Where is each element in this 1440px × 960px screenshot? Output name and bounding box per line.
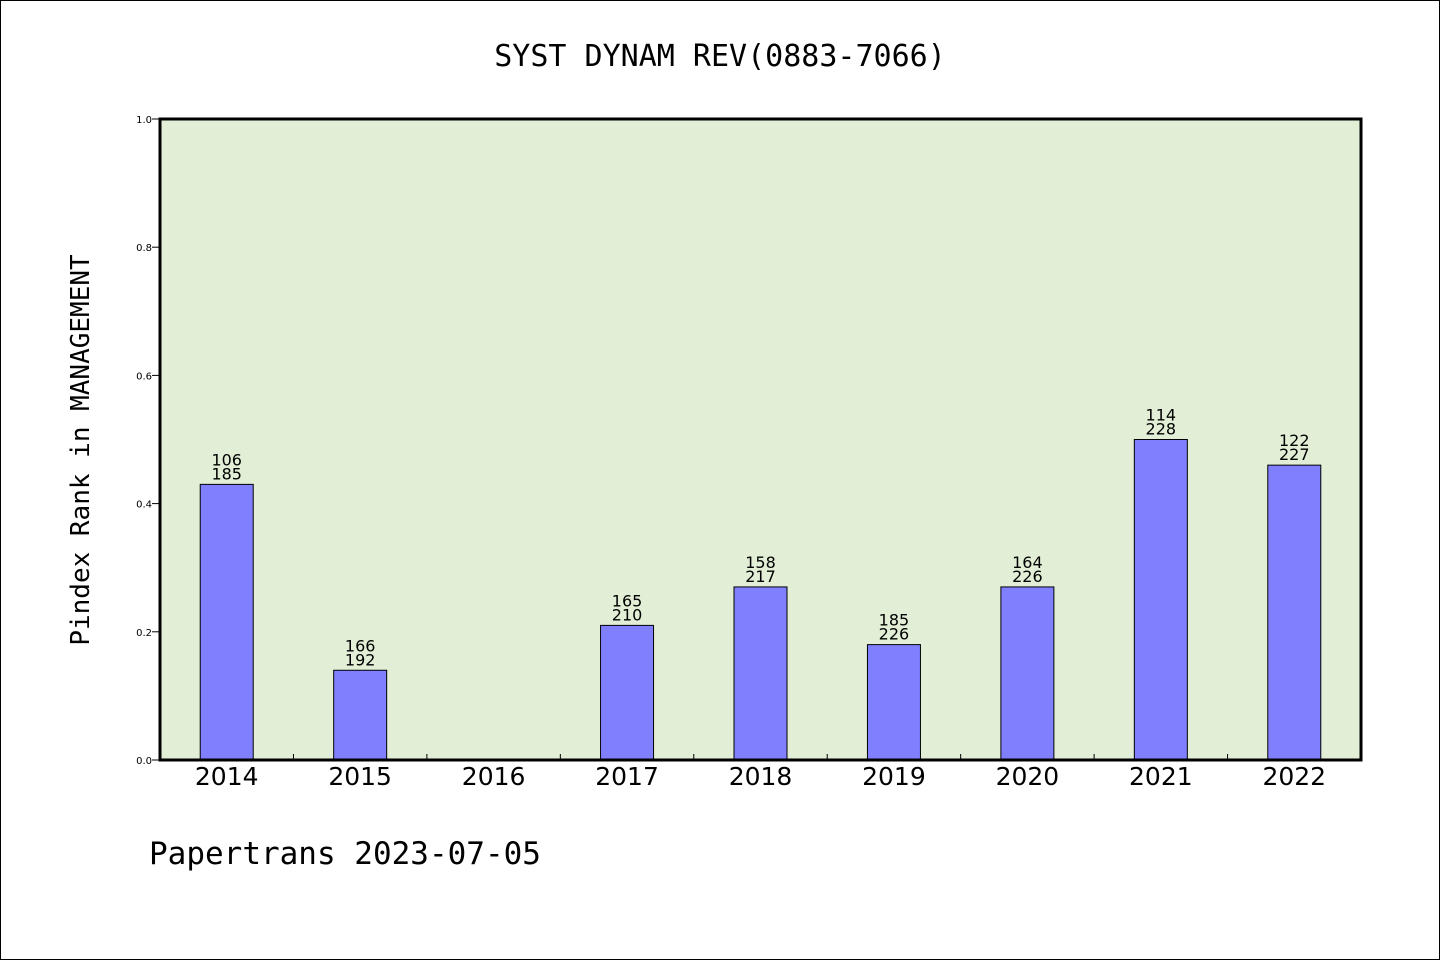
bar-2019	[866, 644, 921, 761]
bar-2014	[199, 483, 254, 761]
bar-total-label: 227	[1279, 445, 1310, 464]
x-tick-label: 2017	[595, 762, 659, 791]
bar-total-label: 217	[745, 567, 776, 586]
bar-rank-label: 106	[211, 450, 242, 469]
y-tick-label: 0.2	[136, 628, 152, 639]
x-tick-label: 2018	[729, 762, 793, 791]
bar-total-label: 226	[879, 625, 910, 644]
x-tick-label: 2022	[1262, 762, 1326, 791]
bar-total-label: 226	[1012, 567, 1043, 586]
bar-rank-label: 166	[345, 636, 376, 655]
x-tick-label: 2015	[328, 762, 392, 791]
bar-2022	[1267, 464, 1322, 761]
x-tick-label: 2019	[862, 762, 926, 791]
y-tick-label: 0.6	[136, 371, 152, 382]
bar-rank-label: 164	[1012, 553, 1043, 572]
y-tick-label: 1.0	[136, 115, 152, 126]
plot-border	[158, 117, 1363, 762]
x-tick-labels-group: 2014 2015 2016 2017 2018 2019 2020 2021 2022	[195, 762, 1326, 791]
bar-total-label: 192	[345, 650, 376, 669]
bar-rank-label: 114	[1146, 406, 1177, 425]
footer-credit: Papertrans 2023-07-05	[149, 836, 541, 872]
bar-rank-label: 122	[1279, 431, 1310, 450]
bar-labels-group: 1061851661921652101582171852261642261142…	[211, 406, 1309, 670]
bar-rank-label: 158	[745, 553, 776, 572]
x-tick-label: 2020	[996, 762, 1060, 791]
y-axis-label: Pindex Rank in MANAGEMENT	[66, 254, 96, 646]
y-axis-ticks: 0.0 0.2 0.4 0.6 0.8 1.0	[136, 115, 160, 767]
y-tick-label: 0.0	[136, 756, 152, 767]
bar-rank-label: 185	[879, 611, 910, 630]
bar-rank-label: 165	[612, 591, 643, 610]
bar-2021	[1133, 439, 1188, 761]
x-tick-label: 2021	[1129, 762, 1193, 791]
bar-2018	[733, 586, 788, 761]
bars-group	[199, 439, 1322, 761]
x-tick-label: 2014	[195, 762, 259, 791]
y-tick-label: 0.4	[136, 500, 152, 511]
y-tick-label: 0.8	[136, 243, 152, 254]
bar-total-label: 210	[612, 605, 643, 624]
bar-2017	[600, 624, 655, 761]
chart-title: SYST DYNAM REV(0883-7066)	[494, 39, 946, 74]
bar-2020	[1000, 586, 1055, 761]
x-tick-label: 2016	[462, 762, 526, 791]
bar-total-label: 185	[211, 464, 242, 483]
bar-2015	[333, 669, 388, 761]
bar-total-label: 228	[1146, 420, 1177, 439]
